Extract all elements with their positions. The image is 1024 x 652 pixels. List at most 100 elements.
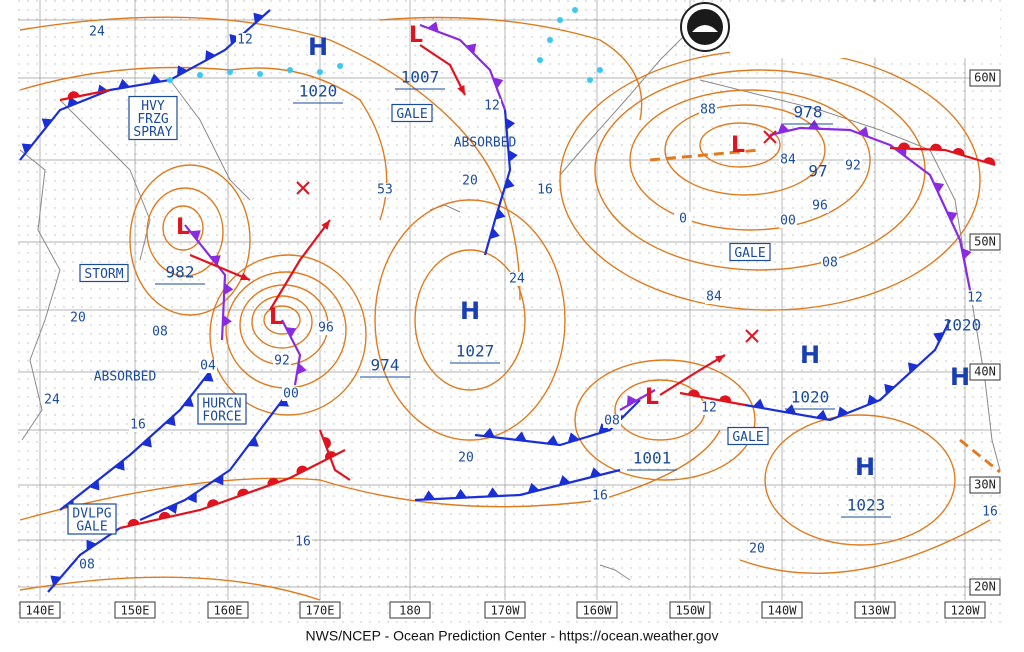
front-marker [422,490,435,500]
front-marker [482,427,495,438]
front-marker [504,177,515,190]
front-marker [202,371,214,382]
front-marker [961,247,972,260]
isobar-label: 92 [274,354,290,369]
isobar-label: 92 [845,159,861,174]
lat-label: 60N [974,71,996,85]
front-line [119,449,346,530]
warning-label: HURCN [202,397,241,412]
front-marker [237,488,249,497]
isobar-label: 84 [706,290,722,305]
ice-edge [337,63,343,69]
lon-label: 160E [214,604,243,618]
label-bg [88,25,106,39]
front-marker [296,362,307,375]
front-marker [165,415,176,427]
lon-label: 140E [26,604,55,618]
front-marker [322,437,331,449]
forecast-x [745,329,759,343]
front-marker [50,575,62,586]
warning-box [729,242,771,262]
low-symbol: L [409,23,423,48]
lon-box [944,601,986,619]
label-bg [273,354,291,368]
low-symbol: L [269,305,283,330]
isobar-label: 16 [592,489,608,504]
warning-box [391,103,433,123]
isobar-label: 16 [537,183,553,198]
warning-label: GALE [76,520,107,535]
high-symbol: H [950,363,970,391]
low-pressure: 978 [794,103,823,122]
front-marker [508,149,518,162]
front-marker [567,432,580,443]
lon-label: 120W [951,604,981,618]
lon-label: 130W [861,604,891,618]
center-pressure: 1020 [943,316,982,335]
lon-label: 180 [399,604,421,618]
noaa-logo [680,2,730,52]
warning-label: STORM [84,267,123,282]
front-marker [527,482,540,494]
lat-label: 20N [974,580,996,594]
front-marker [489,227,500,240]
isobar-label: 20 [749,542,765,557]
isobar-label: 96 [318,321,334,336]
lat-label: 30N [974,478,996,492]
isobar-label: 08 [79,558,95,573]
front-marker [929,143,942,150]
label-bg [603,414,621,428]
front-marker [514,431,527,442]
forecast-x [763,130,777,144]
ice-edge [557,17,563,23]
isobar-label: 84 [780,153,796,168]
lon-box [207,601,249,619]
front-marker [89,479,100,491]
lat-box [969,233,1001,251]
label-bg [199,359,217,373]
warning-box [197,393,247,425]
warning-box [79,263,129,283]
front-marker [719,395,732,403]
label-bg [700,401,718,415]
isobar-label: 16 [982,505,998,520]
front-marker [933,332,944,343]
warning-label: GALE [732,430,763,445]
track-arrow [419,44,466,96]
lon-label: 170W [491,604,521,618]
front-marker [752,398,765,409]
ice-edge [167,77,173,83]
lat-box [969,363,1001,381]
lon-box [854,601,896,619]
front-line [483,109,512,256]
front-marker [222,314,232,327]
label-bg [294,535,312,549]
label-bg [78,558,96,572]
label-bg [236,33,254,47]
trough [959,438,1001,474]
ice-edge [287,67,293,73]
track-arrow [269,219,331,311]
isobar-label: 24 [89,25,105,40]
ice-edge [597,67,603,73]
isobar-label: 12 [701,401,717,416]
label-bg [844,159,862,173]
front-marker [454,488,467,499]
front-marker [486,487,499,497]
lat-label: 40N [974,365,996,379]
label-bg [748,542,766,556]
isobar-label: 20 [70,311,86,326]
isobar-label: 16 [130,418,146,433]
front-marker [141,436,152,448]
low-symbol: L [176,215,190,240]
lon-label: 170E [306,604,335,618]
front-line [769,126,972,291]
ice-edge [197,72,203,78]
label-bg [282,387,300,401]
front-marker [205,50,216,61]
map-background [18,0,1002,625]
low-pressure: 1001 [633,449,672,468]
front-marker [857,126,869,138]
lat-label: 50N [974,235,996,249]
